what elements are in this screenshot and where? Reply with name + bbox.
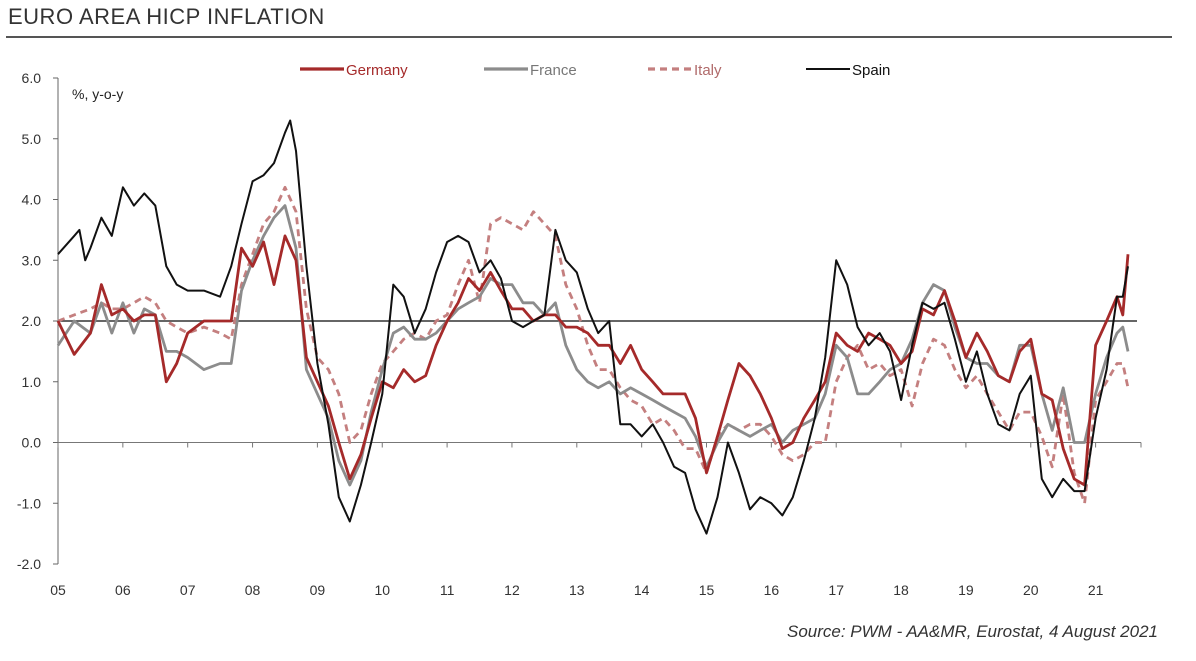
y-tick-label: 6.0 (22, 70, 42, 86)
series-line-spain (57, 119, 1129, 535)
x-tick-label: 14 (634, 582, 650, 598)
y-tick-label: 1.0 (22, 374, 42, 390)
legend-label-france: France (530, 62, 577, 79)
y-tick-label: 2.0 (22, 313, 42, 329)
legend-label-spain: Spain (852, 62, 890, 79)
x-tick-label: 17 (828, 582, 844, 598)
y-tick-label: 0.0 (22, 435, 42, 451)
x-tick-label: 08 (245, 582, 261, 598)
chart-title: EURO AREA HICP INFLATION (8, 4, 325, 29)
x-tick-label: 09 (310, 582, 326, 598)
y-tick-label: 3.0 (22, 252, 42, 268)
legend-label-italy: Italy (694, 62, 722, 79)
series-layer (56, 119, 1130, 535)
x-tick-label: 05 (50, 582, 66, 598)
series-line-germany (56, 234, 1130, 487)
y-tick-label: 4.0 (22, 192, 42, 208)
x-tick-label: 06 (115, 582, 131, 598)
series-line-france (56, 204, 1130, 487)
x-tick-label: 16 (764, 582, 780, 598)
legend-label-germany: Germany (346, 62, 408, 79)
x-tick-label: 11 (440, 582, 455, 598)
source-note: Source: PWM - AA&MR, Eurostat, 4 August … (786, 622, 1158, 641)
x-tick-label: 20 (1023, 582, 1039, 598)
y-tick-label: -2.0 (17, 556, 41, 572)
y-tick-label: -1.0 (17, 495, 41, 511)
series-line-italy (57, 185, 1130, 505)
x-tick-label: 21 (1088, 582, 1104, 598)
x-tick-label: 19 (958, 582, 974, 598)
title-rule (6, 36, 1172, 38)
y-tick-label: 5.0 (22, 131, 42, 147)
legend-layer: Germany France Italy Spain (300, 62, 890, 79)
x-tick-label: 13 (569, 582, 585, 598)
x-tick-label: 18 (893, 582, 909, 598)
y-axis-unit-label: %, y-o-y (72, 86, 123, 102)
x-tick-label: 10 (374, 582, 390, 598)
axis-layer: -2.0 -1.0 0.0 1.0 2.0 3.0 4.0 5.0 6.0 05 06 07 08 09 1… (17, 70, 1142, 598)
x-tick-label: 12 (504, 582, 520, 598)
x-tick-label: 07 (180, 582, 196, 598)
x-tick-label: 15 (699, 582, 715, 598)
